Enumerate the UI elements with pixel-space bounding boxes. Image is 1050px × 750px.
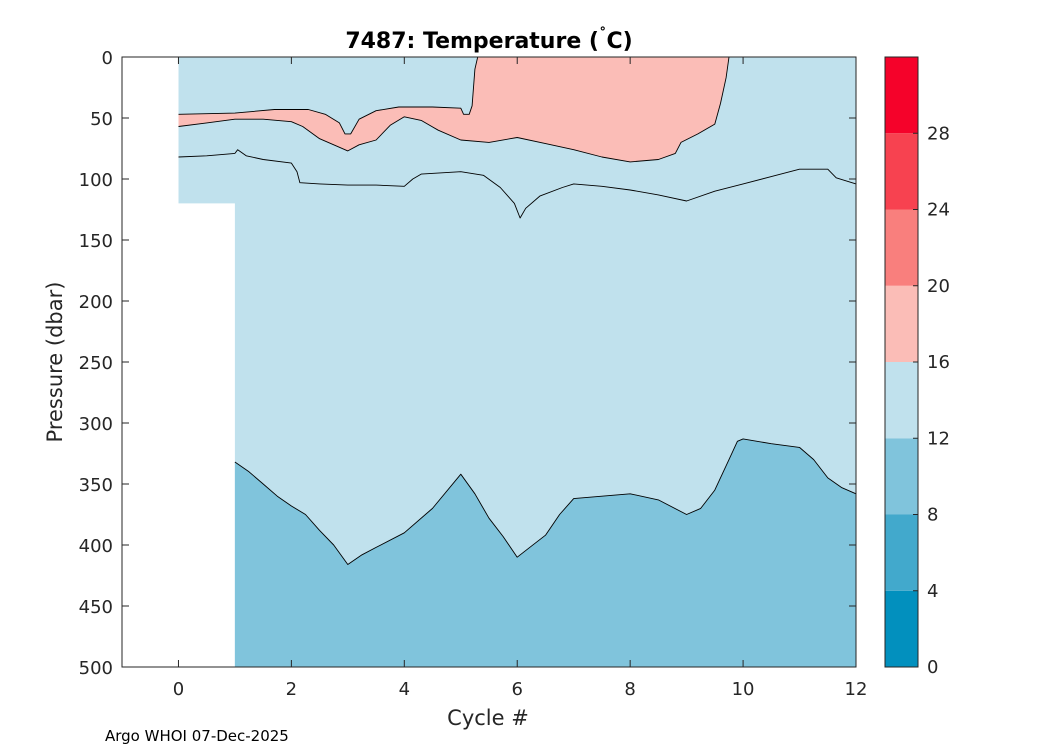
y-axis-label: Pressure (dbar) xyxy=(43,282,67,443)
chart-title: 7487: Temperature (˚C) xyxy=(345,26,632,54)
y-tick-label: 250 xyxy=(79,353,113,374)
colorbar-band-16-20 xyxy=(885,285,918,362)
y-tick-label: 100 xyxy=(79,170,113,191)
contour-lines xyxy=(178,56,857,565)
y-axis-ticks: 0 50 100 150 200 250 300 350 400 450 500 xyxy=(79,48,856,679)
y-tick-label: 150 xyxy=(79,231,113,252)
colorbar: 0 4 8 12 16 20 24 28 xyxy=(884,56,950,678)
x-axis-ticks: 0 2 4 6 8 10 12 xyxy=(173,57,868,700)
isotherm-12-upper-line xyxy=(178,149,857,219)
x-axis-label: Cycle # xyxy=(447,706,529,730)
y-tick-label: 0 xyxy=(102,48,113,69)
footer-credit: Argo WHOI 07-Dec-2025 xyxy=(105,727,289,745)
isotherm-16-lower-line xyxy=(178,56,730,163)
colorbar-band-0-4 xyxy=(885,590,918,667)
isotherm-16-upper-line xyxy=(178,56,479,135)
plot-area xyxy=(121,56,857,668)
x-tick-label: 2 xyxy=(286,679,297,700)
y-tick-label: 50 xyxy=(90,109,113,130)
colorbar-tick-label: 24 xyxy=(927,200,950,221)
colorbar-band-24-28 xyxy=(885,133,918,210)
chart-title-main: 7487: Temperature ( xyxy=(345,29,599,54)
y-tick-label: 500 xyxy=(79,658,113,679)
contour-fills xyxy=(178,57,856,667)
colorbar-tick-label: 20 xyxy=(927,276,950,297)
chart-title-degree: ˚ xyxy=(599,26,607,44)
x-tick-label: 0 xyxy=(173,679,184,700)
chart-title-unit: C) xyxy=(606,29,632,54)
colorbar-tick-label: 28 xyxy=(927,123,950,144)
colorbar-band-4-8 xyxy=(885,514,918,591)
colorbar-band-8-12 xyxy=(885,438,918,515)
x-tick-label: 10 xyxy=(732,679,755,700)
x-tick-label: 4 xyxy=(399,679,410,700)
colorbar-tick-label: 4 xyxy=(927,581,938,602)
x-tick-label: 8 xyxy=(624,679,635,700)
y-tick-label: 350 xyxy=(79,475,113,496)
colorbar-tick-label: 8 xyxy=(927,505,938,526)
colorbar-band-12-16 xyxy=(885,362,918,439)
y-tick-label: 400 xyxy=(79,536,113,557)
band-8-12-region xyxy=(234,438,856,667)
colorbar-band-20-24 xyxy=(885,209,918,286)
colorbar-tick-label: 0 xyxy=(927,657,938,678)
isotherm-12-lower-line xyxy=(234,438,857,565)
x-tick-label: 12 xyxy=(845,679,868,700)
x-tick-label: 6 xyxy=(512,679,523,700)
y-tick-label: 300 xyxy=(79,414,113,435)
colorbar-band-28-32 xyxy=(885,57,918,134)
y-tick-label: 450 xyxy=(79,597,113,618)
colorbar-tick-label: 12 xyxy=(927,428,950,449)
colorbar-tick-label: 16 xyxy=(927,352,950,373)
y-tick-label: 200 xyxy=(79,292,113,313)
